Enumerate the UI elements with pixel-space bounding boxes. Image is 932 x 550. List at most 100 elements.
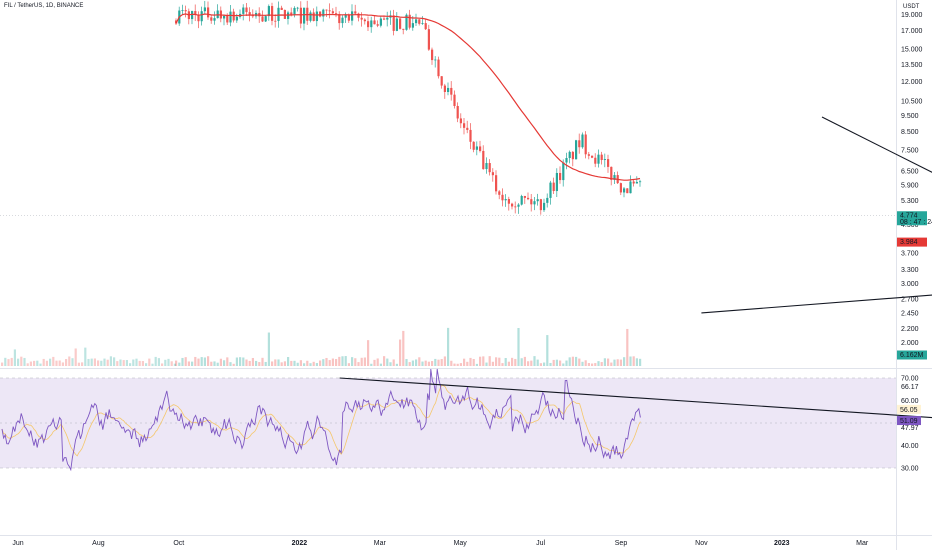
volume-bar xyxy=(187,361,190,366)
volume-bar xyxy=(357,362,360,366)
price-tick-label: 2.450 xyxy=(901,310,919,317)
ma-badge-bg xyxy=(897,237,927,247)
volume-bar xyxy=(319,360,322,366)
volume-bar xyxy=(552,359,555,366)
rsi-value-badge-bg xyxy=(897,404,921,414)
volume-bar xyxy=(495,357,498,366)
volume-bar xyxy=(90,358,93,366)
candle-body xyxy=(594,157,597,164)
volume-bar xyxy=(437,359,440,366)
volume-bar xyxy=(351,357,354,366)
volume-bar xyxy=(261,357,264,366)
volume-bar xyxy=(571,356,574,366)
volume-bar xyxy=(575,356,578,366)
volume-bar xyxy=(106,359,109,366)
candle-body xyxy=(315,11,318,22)
volume-bar xyxy=(97,360,100,366)
candle-body xyxy=(312,12,315,22)
candle-body xyxy=(479,146,482,151)
volume-bar xyxy=(370,363,373,366)
volume-bar xyxy=(148,358,151,366)
candle-body xyxy=(280,7,283,10)
candle-body xyxy=(597,154,600,164)
volume-bar xyxy=(235,357,238,366)
volume-bar xyxy=(232,363,235,366)
price-tick-label: 7.500 xyxy=(901,147,919,154)
volume-bar xyxy=(639,358,642,366)
candle-body xyxy=(335,13,338,15)
volume-bar xyxy=(360,357,363,366)
candle-body xyxy=(287,12,290,19)
candle-body xyxy=(587,154,590,156)
price-tick-label: 13.500 xyxy=(901,62,923,69)
volume-bar xyxy=(116,361,119,366)
volume-bar xyxy=(81,362,84,366)
volume-bar xyxy=(4,357,7,366)
volume-bar xyxy=(251,357,254,366)
candle-body xyxy=(373,20,376,25)
volume-bar xyxy=(210,361,213,366)
currency-label: USDT xyxy=(903,4,920,10)
rsi-tick-label: 47.97 xyxy=(901,425,919,432)
volume-bar xyxy=(129,363,132,366)
volume-bar xyxy=(610,362,613,366)
volume-bar xyxy=(459,363,462,366)
volume-bar xyxy=(344,356,347,366)
candle-body xyxy=(399,18,402,29)
volume-bar xyxy=(408,362,411,366)
candle-body xyxy=(578,140,581,148)
candle-body xyxy=(229,11,232,23)
candle-body xyxy=(271,6,274,21)
candle-body xyxy=(562,162,565,181)
candle-body xyxy=(367,21,370,28)
candle-body xyxy=(274,20,277,22)
candle-body xyxy=(424,23,427,30)
price-tick-label: 5.300 xyxy=(901,198,919,205)
volume-bar xyxy=(607,358,610,366)
candle-body xyxy=(213,18,216,21)
volume-bar xyxy=(306,360,309,366)
candle-body xyxy=(319,11,322,17)
candle-body xyxy=(248,12,251,15)
volume-bar xyxy=(145,363,148,366)
candle-body xyxy=(552,182,555,192)
volume-bar xyxy=(258,362,261,366)
volume-bar xyxy=(485,362,488,366)
volume-bar xyxy=(450,360,453,366)
volume-bar xyxy=(338,356,341,366)
volume-bar xyxy=(501,363,504,366)
volume-bar xyxy=(603,358,606,366)
candle-body xyxy=(392,15,395,31)
volume-bar xyxy=(463,358,466,366)
rsi-value-badge: 56.05 xyxy=(900,407,918,414)
volume-bar xyxy=(434,358,437,366)
candle-body xyxy=(354,11,357,14)
candle-body xyxy=(347,14,350,21)
volume-bar xyxy=(119,359,122,366)
candle-body xyxy=(463,123,466,128)
candle-body xyxy=(277,7,280,21)
volume-bar xyxy=(207,356,210,366)
volume-bar xyxy=(578,358,581,366)
price-tick-label: 10.500 xyxy=(901,98,923,105)
volume-bar xyxy=(527,361,530,366)
candle-body xyxy=(555,172,558,192)
candle-body xyxy=(200,11,203,22)
price-tick-label: 15.000 xyxy=(901,46,923,53)
candle-body xyxy=(267,6,270,17)
candle-body xyxy=(264,16,267,22)
volume-bar xyxy=(424,360,427,366)
volume-bar xyxy=(402,330,405,366)
volume-bar xyxy=(283,361,286,366)
rsi-ma-badge: 51.09 xyxy=(900,418,918,425)
candle-body xyxy=(376,24,379,26)
volume-bar xyxy=(619,359,622,366)
volume-bar xyxy=(132,359,135,366)
candle-body xyxy=(427,29,430,50)
candle-body xyxy=(639,181,642,183)
candle-body xyxy=(546,197,549,203)
volume-bar xyxy=(122,360,125,366)
volume-bar xyxy=(562,363,565,366)
candle-body xyxy=(181,10,184,11)
